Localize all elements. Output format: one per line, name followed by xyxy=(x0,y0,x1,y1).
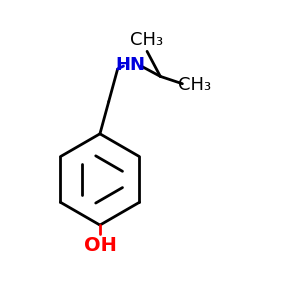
Text: CH₃: CH₃ xyxy=(130,31,164,49)
Text: OH: OH xyxy=(83,236,116,255)
Text: HN: HN xyxy=(116,56,146,74)
Text: CH₃: CH₃ xyxy=(178,76,211,94)
